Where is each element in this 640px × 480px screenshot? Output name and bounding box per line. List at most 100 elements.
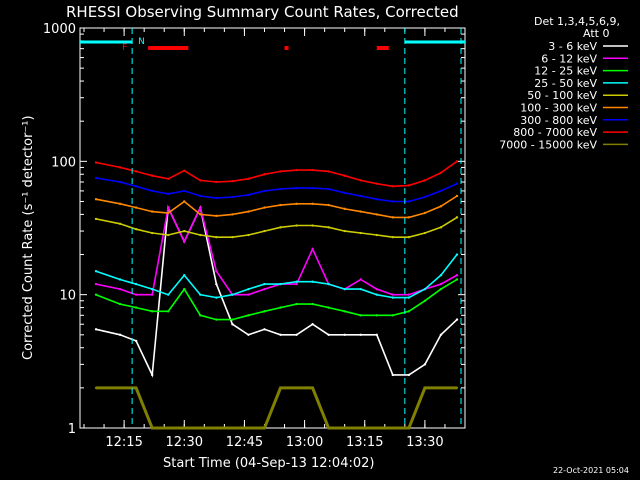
series-point-8 [215, 426, 218, 430]
series-line-7 [95, 160, 458, 188]
series-point-8 [118, 386, 122, 390]
series-point-1 [247, 293, 250, 296]
series-point-4 [343, 229, 346, 233]
series-point-2 [343, 310, 346, 313]
x-tick-label: 12:30 [166, 435, 203, 450]
series-point-3 [247, 287, 250, 291]
series-point-0 [311, 323, 314, 326]
series-point-7 [279, 170, 282, 173]
series-point-2 [247, 314, 250, 317]
series-point-7 [94, 161, 98, 164]
series-point-6 [375, 197, 378, 201]
series-point-4 [375, 233, 378, 237]
series-point-5 [134, 206, 138, 209]
series-point-1 [150, 293, 154, 296]
legend-label-6: 300 - 800 keV [520, 114, 597, 127]
series-point-4 [391, 235, 395, 239]
legend-label-3: 25 - 50 keV [534, 77, 597, 90]
plot-frame [79, 27, 466, 429]
series-point-5 [423, 211, 427, 215]
series-point-1 [391, 293, 395, 296]
series-point-4 [118, 222, 122, 226]
series-point-3 [391, 296, 395, 299]
x-axis-label: Start Time (04-Sep-13 12:04:02) [163, 456, 374, 471]
night-flag-label: N [138, 37, 145, 47]
series-point-4 [455, 216, 459, 219]
series-point-8 [150, 426, 154, 430]
series-point-6 [327, 187, 330, 191]
legend-header-attenuator: Att 0 [583, 27, 609, 40]
series-point-8 [327, 426, 330, 430]
series-point-8 [167, 426, 170, 430]
series-point-3 [423, 287, 427, 291]
series-point-8 [439, 386, 443, 390]
y-tick-label: 1000 [43, 22, 76, 37]
series-point-8 [407, 426, 411, 430]
series-point-1 [134, 293, 138, 296]
series-point-3 [118, 278, 122, 281]
series-point-3 [375, 293, 378, 296]
series-point-7 [118, 166, 122, 169]
series-point-6 [279, 187, 282, 191]
x-tick-label: 12:15 [105, 435, 142, 450]
series-point-4 [199, 233, 202, 237]
series-line-6 [95, 177, 458, 203]
series-line-8 [96, 386, 457, 430]
series-point-7 [231, 179, 234, 183]
series-point-5 [183, 200, 186, 203]
series-point-0 [118, 333, 122, 337]
series-point-5 [279, 203, 282, 207]
series-point-0 [391, 373, 395, 377]
x-tick-label: 13:30 [406, 435, 443, 450]
series-point-3 [263, 282, 266, 286]
legend-label-1: 6 - 12 keV [541, 52, 597, 65]
series-point-4 [279, 226, 282, 229]
series-point-4 [183, 229, 186, 233]
series-point-8 [455, 386, 459, 390]
series-point-3 [359, 287, 362, 291]
series-point-7 [391, 185, 395, 188]
series-point-0 [375, 333, 378, 337]
series-point-4 [94, 217, 98, 221]
series-point-2 [407, 310, 411, 313]
series-point-3 [295, 280, 298, 283]
series-point-5 [215, 214, 218, 218]
series-point-2 [183, 287, 186, 291]
series-point-1 [94, 282, 98, 286]
series-point-3 [407, 296, 411, 299]
series-point-8 [279, 386, 282, 390]
series-point-8 [134, 386, 138, 390]
series-point-3 [134, 282, 138, 286]
series-point-4 [215, 235, 218, 239]
series-point-1 [263, 287, 266, 291]
series-point-0 [455, 318, 459, 321]
series-point-7 [359, 179, 362, 182]
series-point-3 [279, 282, 282, 286]
series-point-2 [375, 314, 378, 317]
series-point-1 [455, 273, 459, 277]
series-point-3 [150, 287, 154, 291]
legend-label-4: 50 - 100 keV [527, 89, 597, 102]
legend-label-5: 100 - 300 keV [520, 102, 597, 115]
series-point-0 [215, 282, 218, 286]
series-point-6 [231, 195, 234, 199]
x-tick-label: 12:45 [226, 435, 263, 450]
series-point-2 [439, 287, 443, 291]
series-point-3 [231, 293, 234, 296]
series-point-0 [150, 373, 154, 377]
series-point-7 [439, 171, 443, 175]
series-point-2 [455, 278, 459, 281]
series-point-2 [199, 314, 202, 317]
series-point-1 [183, 240, 186, 243]
series-point-6 [343, 191, 346, 195]
series-point-2 [263, 310, 266, 313]
series-point-5 [231, 213, 234, 216]
series-point-2 [311, 302, 314, 306]
series-point-5 [391, 216, 395, 219]
series-point-2 [327, 306, 330, 309]
series-point-3 [94, 269, 98, 273]
series-point-4 [295, 224, 298, 227]
x-tick-label: 13:15 [346, 435, 383, 450]
x-tick-label: 13:00 [286, 435, 323, 450]
series-point-7 [375, 182, 378, 185]
